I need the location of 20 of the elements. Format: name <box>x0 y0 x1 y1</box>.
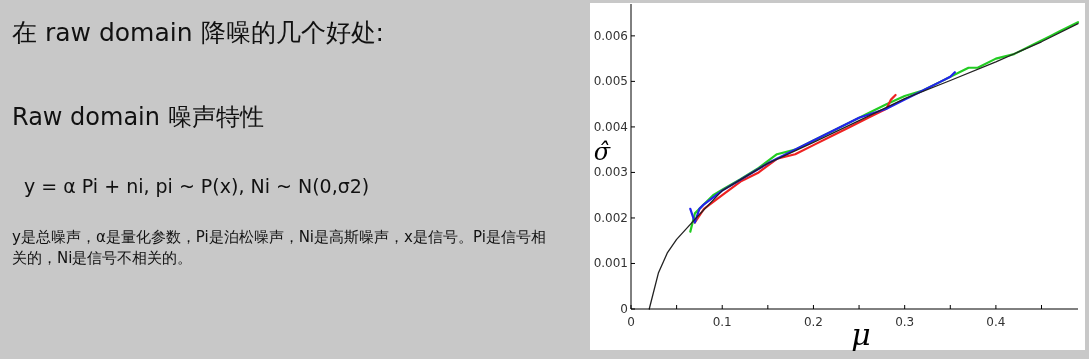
x-tick-label: 0.1 <box>712 315 732 329</box>
x-axis-title: μ <box>851 317 871 352</box>
x-tick-label: 0.3 <box>895 315 915 329</box>
text: y = α Pi + ni, pi ~ P(x), Ni ~ N(0,σ2) <box>24 175 371 197</box>
text: 在 raw domain 降噪的几个好处: <box>12 17 385 49</box>
y-tick-label: 0.002 <box>593 210 628 225</box>
x-tick-label: 0.4 <box>986 315 1006 329</box>
y-tick-label: 0.004 <box>593 119 628 134</box>
y-tick-label: 0.006 <box>593 28 628 43</box>
x-tick-label: 0.2 <box>803 315 823 329</box>
y-tick-label: 0.001 <box>593 256 628 271</box>
y-tick-label: 0.005 <box>593 74 628 89</box>
line-series <box>689 71 956 224</box>
text: Raw domain 噪声特性 <box>12 102 265 133</box>
y-tick-label: 0.003 <box>593 165 628 180</box>
y-tick-label: 0 <box>620 302 628 316</box>
y-axis-title: σ̂ <box>593 138 611 166</box>
text: y是总噪声，α是量化参数，Pi是泊松噪声，Ni是高斯噪声，x是信号。Pi是信号相关的，Ni是信号不相关的。 <box>12 227 547 269</box>
line-series <box>693 93 897 224</box>
line-series <box>648 22 1079 310</box>
